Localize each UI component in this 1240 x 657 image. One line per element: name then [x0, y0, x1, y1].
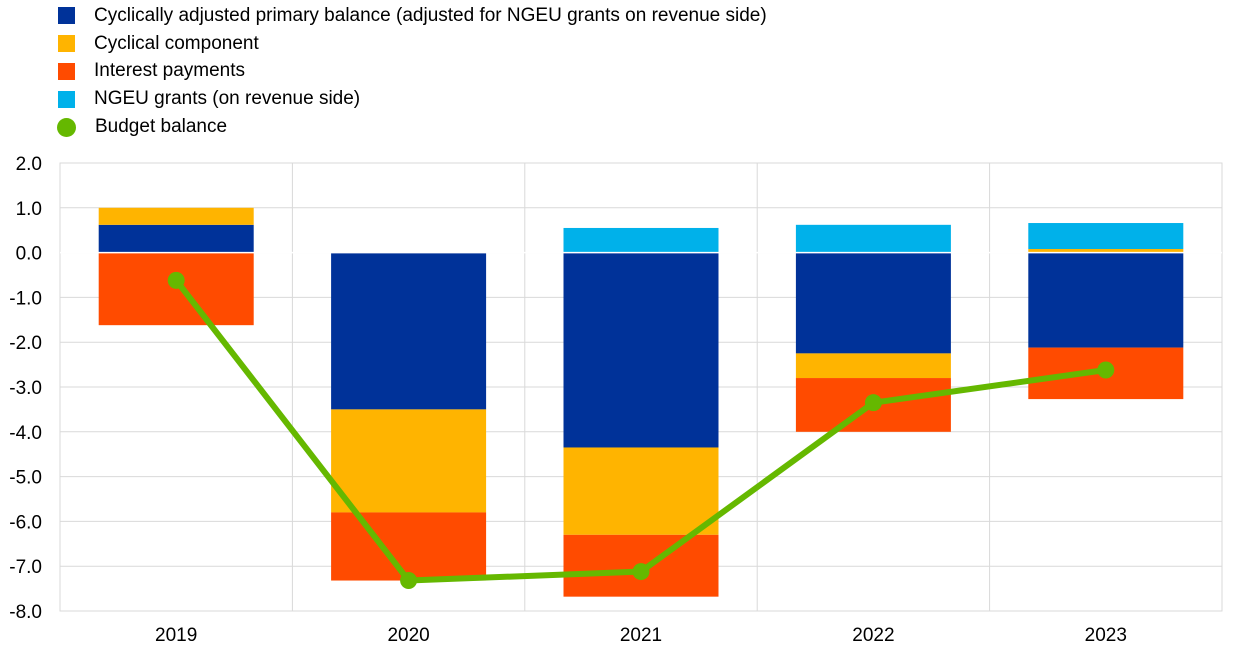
- y-tick-label-8: -6.0: [9, 512, 42, 533]
- bar-ngeu-grants-on-revenue-side-2022: [795, 224, 951, 253]
- y-tick-label-6: -4.0: [9, 423, 42, 444]
- bar-cyclically-adjusted-primary-balance-adju-2022: [795, 252, 951, 354]
- legend-label-budget-balance: Budget balance: [95, 116, 228, 138]
- legend: Cyclically adjusted primary balance (adj…: [57, 2, 767, 141]
- y-tick-label-4: -2.0: [9, 333, 42, 354]
- bar-cyclical-component-2021: [563, 447, 719, 535]
- bar-cyclically-adjusted-primary-balance-adju-2021: [563, 252, 719, 448]
- bar-cyclically-adjusted-primary-balance-adju-2020: [331, 252, 487, 410]
- legend-swatch-cyclically-adjusted-primary-balance: [58, 7, 75, 25]
- bar-ngeu-grants-on-revenue-side-2021: [563, 227, 719, 253]
- y-tick-label-5: -3.0: [9, 378, 42, 399]
- legend-item-cyclical-component: Cyclical component: [58, 30, 767, 58]
- x-tick-label-2020: 2020: [387, 625, 429, 646]
- y-tick-label-7: -5.0: [9, 468, 42, 489]
- budget-balance-point-2023: [1097, 361, 1115, 379]
- legend-item-interest-payments: Interest payments: [58, 58, 767, 86]
- bar-cyclical-component-2019: [98, 207, 254, 225]
- legend-label-ngeu-grants: NGEU grants (on revenue side): [94, 88, 361, 110]
- bar-interest-payments-2019: [98, 252, 254, 326]
- budget-balance-point-2020: [400, 572, 418, 590]
- y-tick-label-0: 2.0: [16, 154, 42, 175]
- legend-swatch-interest-payments: [58, 62, 75, 80]
- legend-item-budget-balance: Budget balance: [57, 113, 767, 141]
- legend-label-cyclically-adjusted-primary-balance: Cyclically adjusted primary balance (adj…: [94, 4, 767, 26]
- bar-cyclically-adjusted-primary-balance-adju-2023: [1028, 252, 1184, 348]
- legend-label-cyclical-component: Cyclical component: [94, 32, 259, 54]
- legend-label-interest-payments: Interest payments: [94, 60, 246, 82]
- bar-cyclical-component-2022: [795, 353, 951, 379]
- legend-swatch-cyclical-component: [58, 35, 75, 53]
- legend-marker-budget-balance: [57, 117, 76, 137]
- legend-swatch-ngeu-grants: [58, 90, 75, 108]
- bar-ngeu-grants-on-revenue-side-2023: [1028, 223, 1184, 250]
- y-tick-label-3: -1.0: [9, 288, 42, 309]
- budget-balance-point-2021: [632, 563, 650, 581]
- y-tick-label-9: -7.0: [9, 557, 42, 578]
- y-tick-label-1: 1.0: [16, 199, 42, 220]
- x-tick-label-2021: 2021: [620, 625, 662, 646]
- budget-balance-point-2019: [167, 271, 185, 289]
- legend-item-ngeu-grants: NGEU grants (on revenue side): [58, 85, 767, 113]
- budget-balance-point-2022: [864, 394, 882, 412]
- bar-cyclical-component-2020: [331, 409, 487, 513]
- bars: [98, 207, 1184, 597]
- y-tick-label-10: -8.0: [9, 602, 42, 623]
- legend-item-cyclically-adjusted-primary-balance: Cyclically adjusted primary balance (adj…: [58, 2, 767, 30]
- bar-interest-payments-2020: [331, 512, 487, 581]
- budget-balance-line: [167, 271, 1115, 590]
- x-tick-label-2019: 2019: [155, 625, 197, 646]
- bar-cyclically-adjusted-primary-balance-adju-2019: [98, 224, 254, 253]
- axes: 2.0 1.0 0.0 -1.0 -2.0 -3.0 -4.0 -5.0 -6.0 -7.0 -8.…: [9, 154, 1127, 646]
- x-tick-label-2022: 2022: [852, 625, 894, 646]
- bar-cyclical-component-2023: [1028, 249, 1184, 253]
- x-tick-label-2023: 2023: [1085, 625, 1127, 646]
- y-tick-label-2: 0.0: [16, 244, 42, 265]
